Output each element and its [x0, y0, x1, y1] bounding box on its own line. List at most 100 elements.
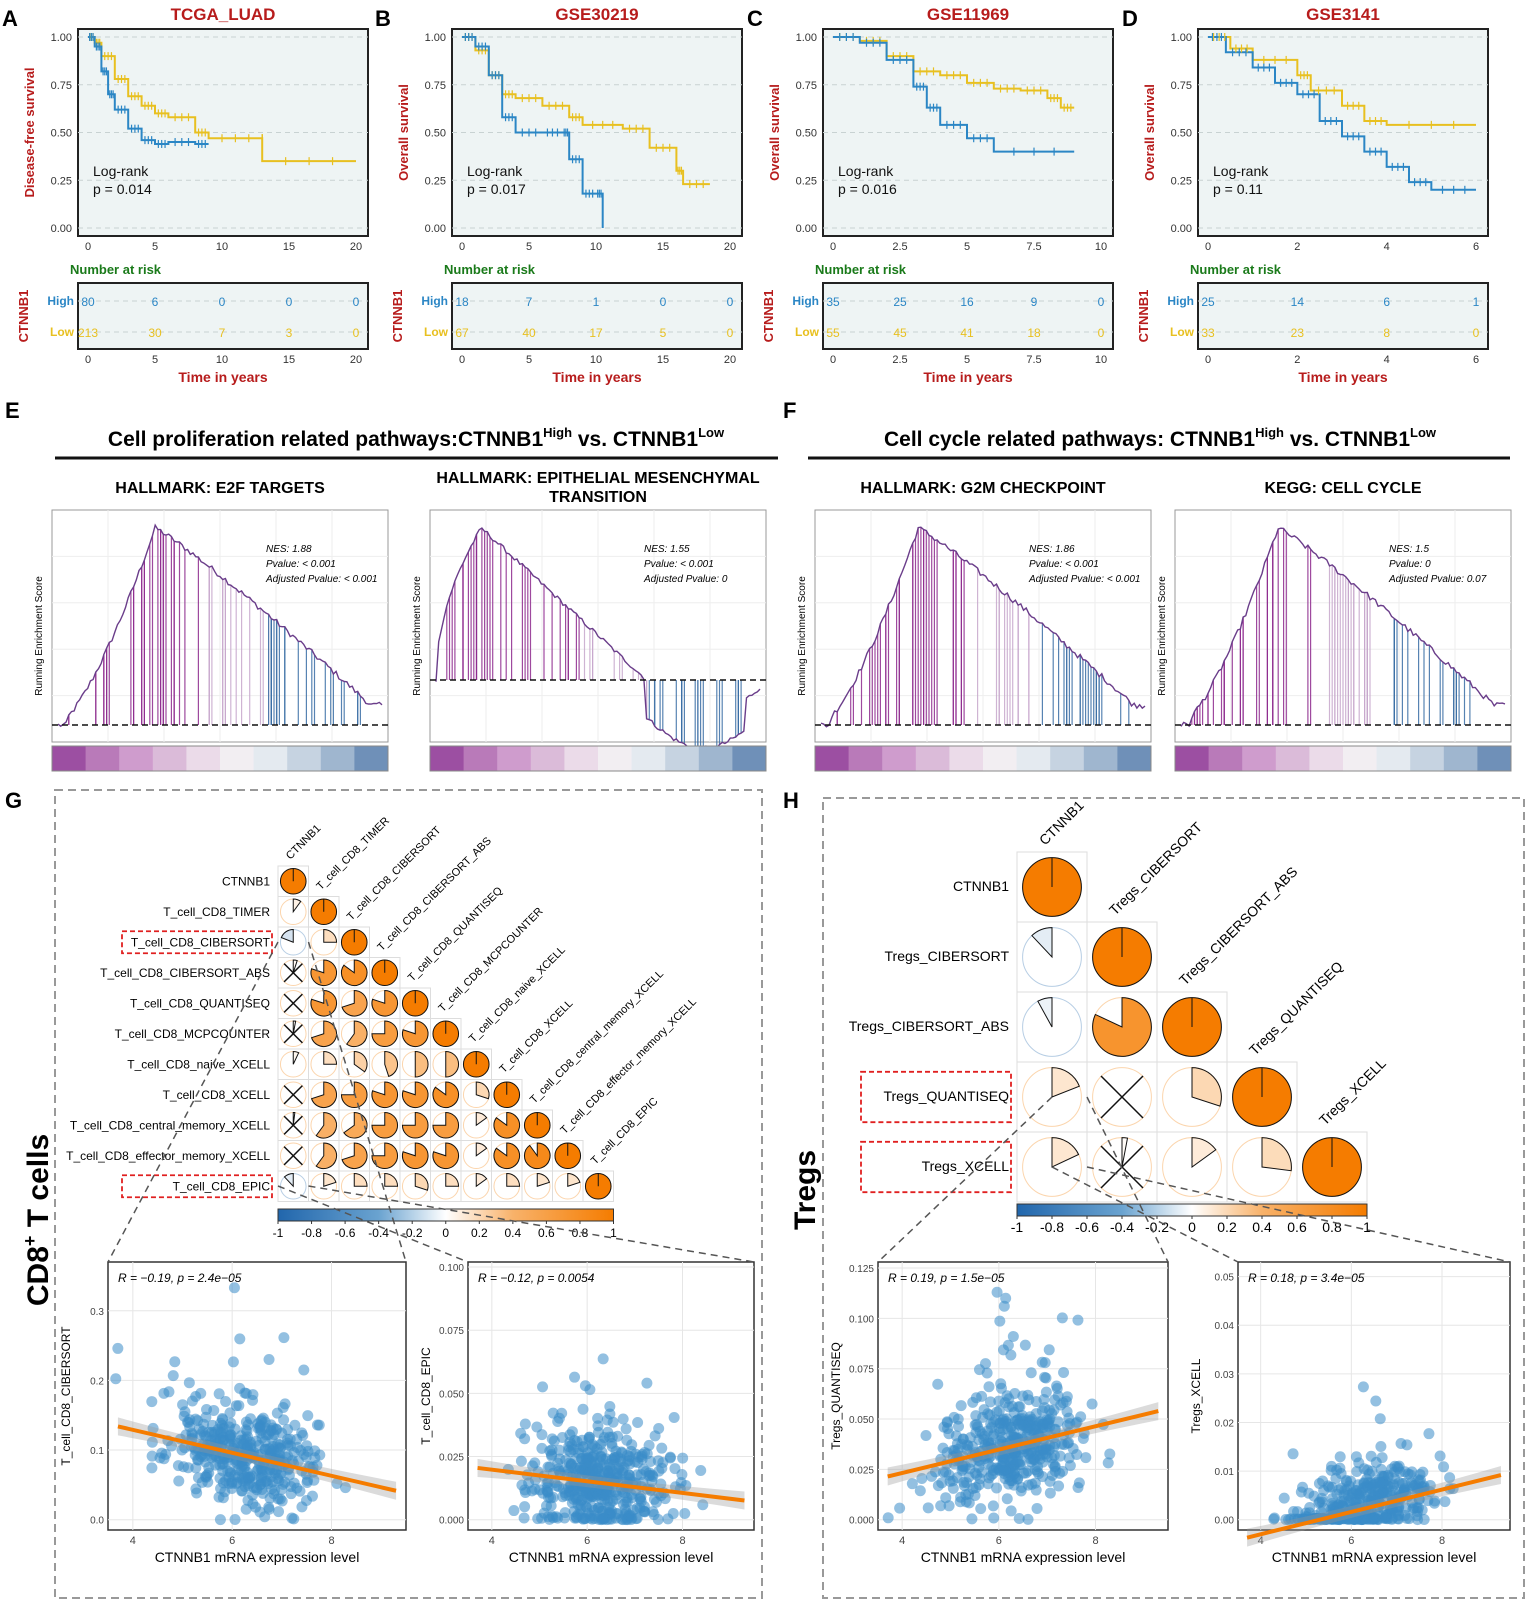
- scatter-point: [882, 1512, 894, 1524]
- corr-pie-wedge: [292, 1050, 300, 1065]
- scatter-point: [984, 1396, 996, 1408]
- gsea-title-line2: TRANSITION: [549, 489, 647, 506]
- km-pvalue: p = 0.11: [1213, 181, 1263, 197]
- corr-insignificant-cross: [283, 1085, 303, 1105]
- corr-row-label: T_cell_CD8_CIBERSORT: [131, 935, 271, 949]
- gsea-rank-strip: [665, 746, 700, 771]
- scatter-point: [1373, 1474, 1385, 1486]
- scatter-point: [272, 1493, 284, 1505]
- scatter-point: [1406, 1466, 1418, 1478]
- risk-xtick: 10: [590, 354, 602, 366]
- scatter-point: [158, 1387, 170, 1399]
- gsea-title: HALLMARK: G2M CHECKPOINT: [860, 480, 1106, 497]
- corr-pie-wedge: [1031, 927, 1053, 959]
- risk-xtick: 20: [350, 354, 362, 366]
- risk-count-low: 3: [286, 326, 293, 340]
- scatter-point: [289, 1419, 301, 1431]
- gsea-rank-strip: [815, 746, 850, 771]
- risk-count-low: 8: [1383, 326, 1390, 340]
- gsea-rank-strip: [1275, 746, 1310, 771]
- scatter-point: [1380, 1512, 1392, 1524]
- scatter-point: [644, 1456, 656, 1468]
- scatter-point: [226, 1483, 238, 1495]
- scatter-point: [695, 1465, 707, 1477]
- risk-count-low: 30: [148, 326, 162, 340]
- km-ytick: 1.00: [51, 32, 72, 44]
- scatter-point: [265, 1425, 277, 1437]
- scatter-point: [635, 1495, 647, 1507]
- scatter-point: [620, 1423, 632, 1435]
- corr-pie-wedge: [567, 1172, 581, 1187]
- scatter-point: [146, 1436, 158, 1448]
- km-ylabel: Overall survival: [767, 84, 782, 181]
- risk-gene-label: CTNNB1: [390, 290, 405, 343]
- scatter-point: [190, 1462, 202, 1474]
- km-xtick: 2.5: [892, 241, 907, 253]
- corr-pie-wedge: [432, 1111, 460, 1139]
- corr-row-label: T_cell_CD8_XCELL: [163, 1088, 271, 1102]
- scatter-point: [564, 1457, 576, 1469]
- scatter-point: [184, 1414, 196, 1426]
- scatter-point: [201, 1469, 213, 1481]
- scatter-stat: R = 0.19, p = 1.5e−05: [888, 1271, 1005, 1285]
- colorbar-tick-label: 0.4: [505, 1226, 522, 1240]
- scatter-point: [937, 1442, 949, 1454]
- corr-row-label: Tregs_QUANTISEQ: [883, 1088, 1009, 1104]
- gsea-running-score: [57, 523, 383, 728]
- scatter-ytick: 0.050: [439, 1389, 464, 1400]
- scatter-point: [976, 1390, 988, 1402]
- km-logrank: Log-rank: [1213, 163, 1269, 179]
- scatter-point: [985, 1422, 997, 1434]
- corr-pie-wedge: [1037, 997, 1053, 1028]
- corr-pie-wedge: [1191, 1137, 1217, 1168]
- corr-pie-wedge: [1092, 997, 1152, 1057]
- km-ytick: 0.75: [51, 80, 72, 92]
- corr-insignificant-cross: [1100, 1075, 1144, 1119]
- colorbar-tick-label: 0: [442, 1226, 449, 1240]
- scatter-point: [515, 1427, 527, 1439]
- scatter-xtick: 8: [679, 1535, 685, 1547]
- scatter-point: [951, 1448, 963, 1460]
- scatter-point: [973, 1461, 985, 1473]
- scatter-point: [1075, 1411, 1087, 1423]
- scatter-fit-line: [477, 1465, 745, 1503]
- gsea-rank-strip-border: [1174, 745, 1512, 772]
- scatter-point: [656, 1442, 668, 1454]
- scatter-point: [957, 1463, 969, 1475]
- scatter-ytick: 0.05: [1215, 1273, 1235, 1284]
- panel-letter: B: [375, 6, 391, 31]
- corr-pie-wedge: [353, 1172, 368, 1187]
- gsea-rank-strip: [1443, 746, 1478, 771]
- scatter-point: [1019, 1339, 1031, 1351]
- scatter-xtick: 6: [996, 1535, 1002, 1547]
- risk-xtick: 0: [85, 354, 91, 366]
- corr-pie-wedge: [475, 1081, 490, 1100]
- scatter-point: [1040, 1372, 1052, 1384]
- corr-row-label: T_cell_CD8_EPIC: [173, 1179, 271, 1193]
- km-title: TCGA_LUAD: [171, 5, 276, 24]
- title-sup-high: High: [543, 425, 572, 440]
- km-ytick: 0.25: [425, 175, 446, 187]
- risk-xtick: 0: [1205, 354, 1211, 366]
- risk-group-high: High: [1167, 294, 1194, 308]
- scatter-point: [1049, 1438, 1061, 1450]
- title-main: Cell cycle related pathways: CTNNB1: [884, 428, 1255, 451]
- scatter-point: [973, 1364, 985, 1376]
- scatter-point: [1292, 1506, 1304, 1518]
- scatter-point: [156, 1447, 168, 1459]
- scatter-point: [996, 1431, 1008, 1443]
- scatter-point: [641, 1377, 653, 1389]
- risk-count-high: 14: [1291, 295, 1305, 309]
- scatter-point: [1366, 1513, 1378, 1525]
- scatter-point: [1375, 1440, 1387, 1452]
- scatter-xtick: 4: [1258, 1535, 1264, 1547]
- scatter-point: [279, 1398, 291, 1410]
- colorbar-tick-label: -1: [1011, 1219, 1024, 1235]
- km-panel-D: D GSE3141 1.00 0.75 0.50 0.25 0.00 Overall surv…: [1122, 5, 1489, 385]
- corr-pie-wedge: [353, 1050, 368, 1073]
- colorbar-tick-label: -0.6: [335, 1226, 356, 1240]
- scatter-point: [1423, 1428, 1435, 1440]
- scatter-point: [1434, 1450, 1446, 1462]
- scatter-point: [302, 1410, 314, 1422]
- section-title: Cell proliferation related pathways:CTNN…: [108, 425, 725, 451]
